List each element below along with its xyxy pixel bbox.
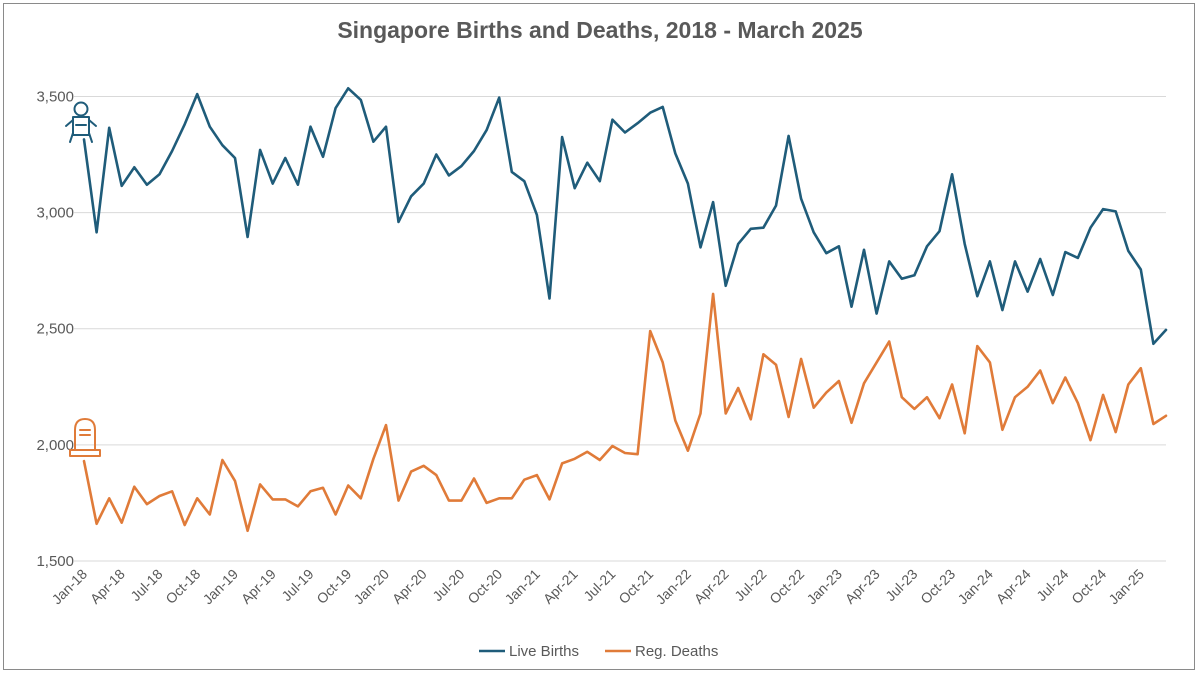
x-tick-label: Apr-18 — [87, 566, 128, 607]
x-tick-label: Jul-23 — [882, 566, 920, 604]
x-tick-label: Oct-20 — [464, 566, 505, 607]
x-tick-label: Jul-24 — [1033, 566, 1071, 604]
x-tick-label: Jan-24 — [954, 566, 996, 608]
x-tick-label: Oct-21 — [615, 566, 656, 607]
x-tick-label: Jan-20 — [350, 566, 392, 608]
series-line-reg-deaths — [82, 292, 1168, 533]
x-tick-label: Jul-22 — [731, 566, 769, 604]
tombstone-icon — [69, 418, 101, 457]
x-tick-label: Apr-22 — [691, 566, 732, 607]
x-tick-label: Apr-21 — [540, 566, 581, 607]
x-tick-label: Apr-19 — [238, 566, 279, 607]
series-line-live-births — [82, 87, 1168, 346]
y-tick-label: 2,500 — [36, 321, 74, 338]
legend-label: Reg. Deaths — [635, 643, 718, 660]
x-tick-label: Jan-19 — [200, 566, 242, 608]
x-tick-label: Oct-22 — [766, 566, 807, 607]
x-tick-label: Apr-23 — [842, 566, 883, 607]
chart-title: Singapore Births and Deaths, 2018 - Marc… — [337, 17, 863, 43]
y-axis-ticks: 1,500 2,000 2,500 3,000 3,500 — [36, 88, 74, 570]
x-tick-label: Jan-21 — [501, 566, 543, 608]
baby-icon — [65, 101, 97, 143]
x-tick-label: Jul-21 — [580, 566, 618, 604]
legend: Live Births Reg. Deaths — [479, 643, 718, 660]
x-tick-label: Jan-23 — [803, 566, 845, 608]
gridlines — [74, 95, 1166, 562]
x-tick-label: Jan-25 — [1105, 566, 1147, 608]
series-icons — [65, 101, 101, 457]
legend-label: Live Births — [509, 643, 579, 660]
x-tick-label: Jul-18 — [127, 566, 165, 604]
x-tick-label: Jan-22 — [652, 566, 694, 608]
y-tick-label: 2,000 — [36, 437, 74, 454]
y-tick-label: 3,500 — [36, 88, 74, 105]
chart-frame — [3, 3, 1195, 670]
legend-item-live-births: Live Births — [479, 643, 579, 660]
y-tick-label: 1,500 — [36, 553, 74, 570]
x-tick-label: Jan-18 — [49, 566, 91, 608]
x-tick-label: Apr-20 — [389, 566, 430, 607]
legend-item-reg-deaths: Reg. Deaths — [605, 643, 718, 660]
x-tick-label: Jul-20 — [429, 566, 467, 604]
y-tick-label: 3,000 — [36, 205, 74, 222]
x-tick-label: Oct-24 — [1068, 566, 1109, 607]
x-tick-label: Apr-24 — [993, 566, 1034, 607]
series-lines — [82, 87, 1168, 533]
x-tick-label: Oct-19 — [313, 566, 354, 607]
x-tick-label: Oct-18 — [162, 566, 203, 607]
x-tick-label: Oct-23 — [917, 566, 958, 607]
x-tick-label: Jul-19 — [278, 566, 316, 604]
